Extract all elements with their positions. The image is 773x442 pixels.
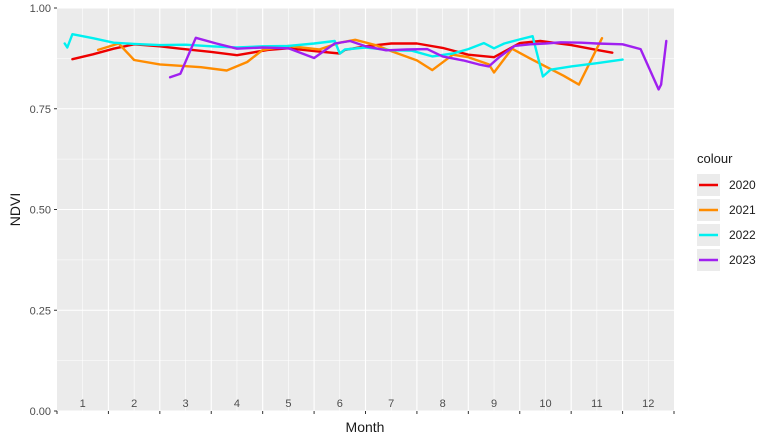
month-label: 10 bbox=[539, 398, 551, 410]
month-label: 6 bbox=[337, 398, 343, 410]
month-label: 8 bbox=[440, 398, 446, 410]
y-tick-label: 1.00 bbox=[30, 3, 51, 15]
legend-label-2023: 2023 bbox=[729, 253, 756, 267]
month-label: 11 bbox=[591, 398, 602, 410]
series-line-2021 bbox=[96, 37, 604, 86]
y-tick-label: 0.25 bbox=[30, 305, 51, 317]
month-label: 2 bbox=[131, 398, 137, 410]
month-label: 12 bbox=[642, 398, 654, 410]
axes: 0.000.250.500.751.001 2 3 4 5 6 7 8 9 10 11 12 bbox=[30, 3, 675, 418]
legend-label-2021: 2021 bbox=[729, 203, 756, 217]
legend-label-2020: 2020 bbox=[729, 178, 756, 192]
month-label: 4 bbox=[234, 398, 240, 410]
month-label: 9 bbox=[491, 398, 497, 410]
legend-label-2022: 2022 bbox=[729, 228, 756, 242]
legend-title: colour bbox=[697, 151, 733, 166]
series-line-2023 bbox=[168, 36, 668, 91]
month-label: 7 bbox=[388, 398, 394, 410]
month-label: 5 bbox=[285, 398, 291, 410]
y-tick-label: 0.75 bbox=[30, 104, 51, 116]
month-label: 3 bbox=[182, 398, 188, 410]
y-tick-label: 0.00 bbox=[30, 406, 51, 418]
series-lines bbox=[63, 33, 668, 91]
y-axis-title: NDVI bbox=[7, 193, 23, 226]
legend: colour 2020 2021 2022 2023 bbox=[697, 151, 756, 271]
month-label: 1 bbox=[80, 398, 86, 410]
series-line-2022 bbox=[63, 33, 624, 78]
x-axis-title: Month bbox=[346, 419, 385, 435]
grid-lines bbox=[57, 7, 674, 412]
y-tick-label: 0.50 bbox=[30, 205, 51, 217]
